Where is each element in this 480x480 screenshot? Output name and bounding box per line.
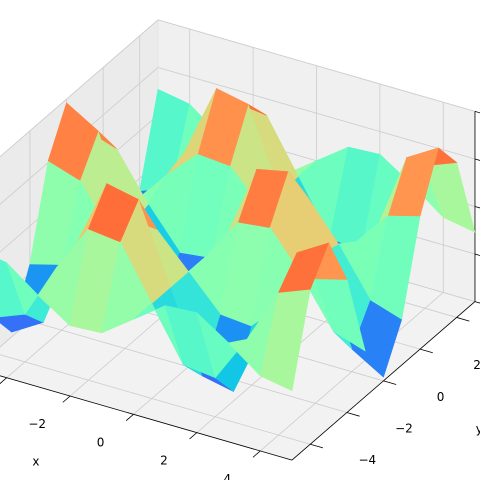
x-tick-label: −2 [28, 417, 46, 431]
z-tick [474, 301, 480, 304]
grid-line [157, 67, 476, 160]
x-tick-label: 0 [97, 435, 105, 449]
z-tick [474, 111, 480, 114]
surface-facet [387, 147, 439, 217]
z-tick [474, 206, 480, 209]
y-tick [310, 443, 324, 449]
surface-facet [197, 88, 249, 167]
y-tick [346, 412, 360, 417]
y-tick-label: 2 [473, 358, 480, 372]
x-tick-label: 4 [224, 472, 232, 480]
z-tick [474, 253, 480, 256]
x-tick [189, 432, 198, 440]
y-tick-label: 0 [437, 390, 445, 404]
x-tick-label: 2 [160, 454, 168, 468]
grid-line [0, 19, 159, 158]
surface [0, 88, 476, 392]
y-tick-label: −2 [395, 422, 413, 436]
surface-facet [88, 183, 139, 243]
y-tick [383, 380, 397, 385]
surface-facet [278, 242, 330, 293]
z-tick [474, 158, 480, 161]
y-tick [456, 317, 470, 322]
x-tick [252, 450, 261, 458]
y-tick [419, 348, 433, 354]
grid-line [157, 19, 476, 112]
x-tick [125, 414, 134, 421]
y-axis-label: y [476, 422, 480, 436]
x-tick [0, 377, 7, 385]
y-tick-label: −4 [358, 453, 376, 467]
grid-line [0, 354, 311, 445]
surface-facet [47, 102, 99, 181]
x-axis-label: x [32, 455, 39, 469]
x-tick [62, 395, 71, 403]
